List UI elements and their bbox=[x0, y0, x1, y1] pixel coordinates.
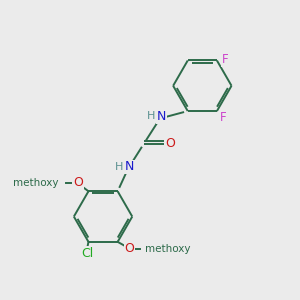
Text: O: O bbox=[165, 137, 175, 150]
Text: methoxy: methoxy bbox=[145, 244, 190, 254]
Text: methoxy: methoxy bbox=[63, 182, 70, 183]
Text: methoxy: methoxy bbox=[63, 182, 70, 183]
Text: methoxy: methoxy bbox=[13, 178, 59, 188]
Text: O: O bbox=[124, 242, 134, 255]
Text: H: H bbox=[115, 162, 123, 172]
Text: H: H bbox=[147, 111, 155, 122]
Text: F: F bbox=[221, 53, 228, 66]
Text: methoxy: methoxy bbox=[63, 182, 69, 183]
Text: methoxy: methoxy bbox=[58, 182, 64, 183]
Text: O: O bbox=[73, 176, 83, 189]
Text: Cl: Cl bbox=[81, 247, 93, 260]
Text: F: F bbox=[220, 111, 226, 124]
Text: N: N bbox=[124, 160, 134, 173]
Text: N: N bbox=[157, 110, 166, 123]
